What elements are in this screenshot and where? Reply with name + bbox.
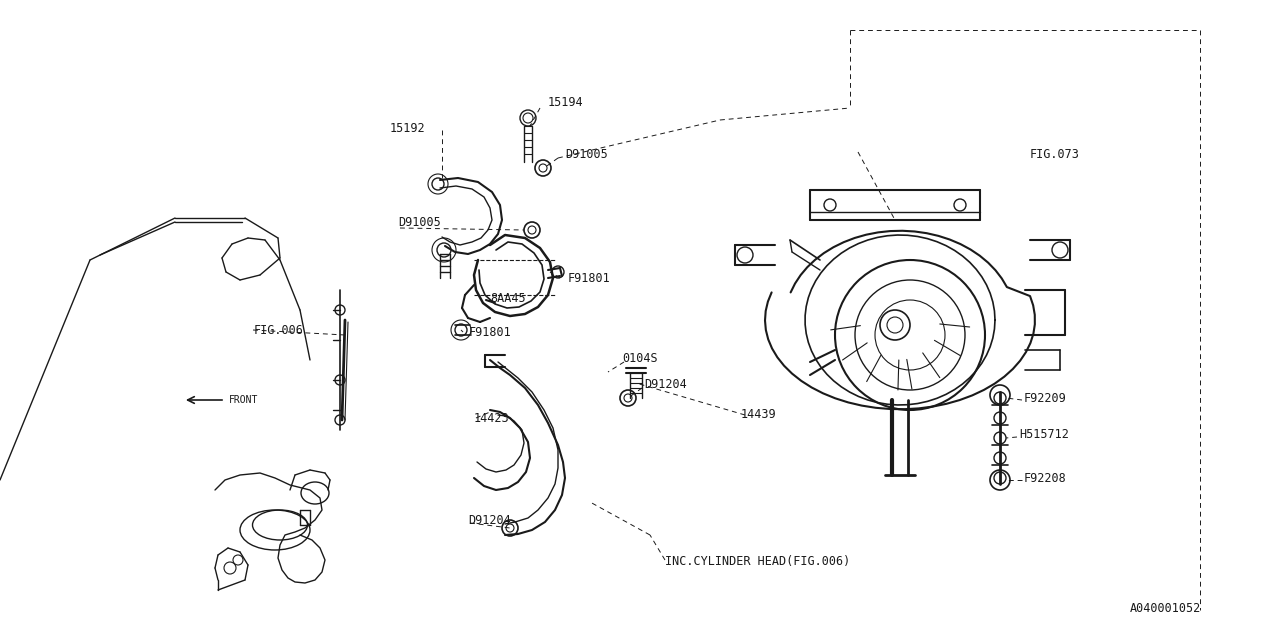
Text: D91204: D91204 xyxy=(468,513,511,527)
Text: 15192: 15192 xyxy=(390,122,426,134)
Text: 8AA45: 8AA45 xyxy=(490,291,526,305)
Text: F91801: F91801 xyxy=(468,326,512,339)
Text: A040001052: A040001052 xyxy=(1130,602,1201,614)
Text: FRONT: FRONT xyxy=(229,395,259,405)
Text: 15194: 15194 xyxy=(548,95,584,109)
Text: D91204: D91204 xyxy=(644,378,687,392)
Text: 14439: 14439 xyxy=(741,408,777,422)
Text: FIG.006: FIG.006 xyxy=(253,323,303,337)
Text: INC.CYLINDER HEAD(FIG.006): INC.CYLINDER HEAD(FIG.006) xyxy=(666,556,850,568)
Text: F91801: F91801 xyxy=(568,271,611,285)
Text: 14423: 14423 xyxy=(474,412,509,424)
Text: H515712: H515712 xyxy=(1019,429,1069,442)
Text: F92208: F92208 xyxy=(1024,472,1066,484)
Text: D91005: D91005 xyxy=(564,148,608,161)
Text: FIG.073: FIG.073 xyxy=(1030,148,1080,161)
Text: D91005: D91005 xyxy=(398,216,440,228)
Text: 0104S: 0104S xyxy=(622,353,658,365)
Text: F92209: F92209 xyxy=(1024,392,1066,404)
